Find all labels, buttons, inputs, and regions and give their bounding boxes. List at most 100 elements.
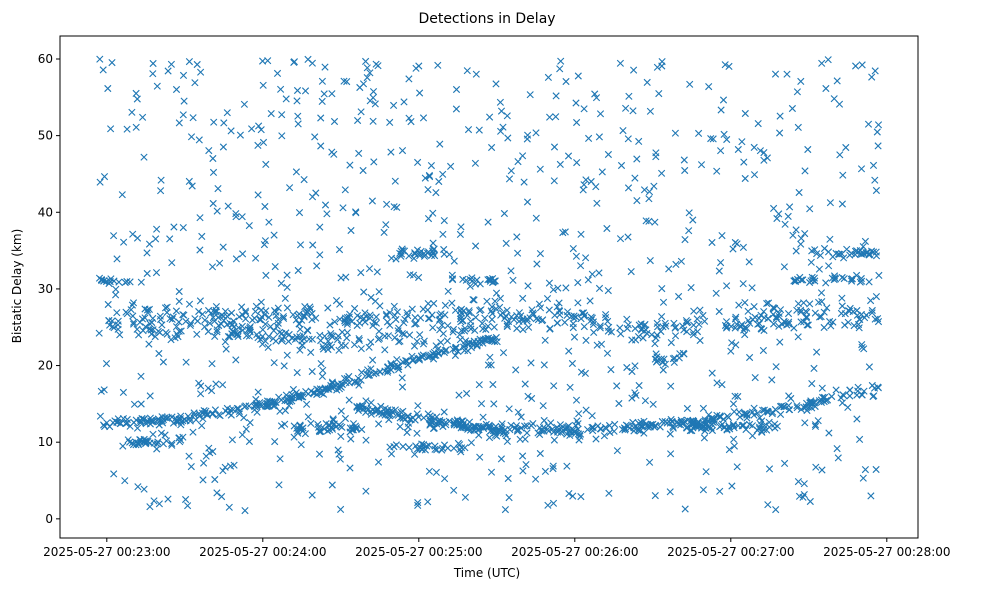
detection-point-track-low-end (611, 420, 619, 428)
detection-point-background-noise (723, 282, 731, 290)
detection-point-background-noise (856, 435, 864, 443)
detection-point-background-noise (490, 400, 498, 408)
detection-point-background-noise (642, 217, 650, 225)
detection-point-band-26 (488, 315, 496, 324)
detection-point-background-noise (232, 356, 240, 364)
detection-point-background-noise (517, 413, 525, 421)
detection-point-background-noise (365, 265, 374, 273)
detection-point-background-noise (427, 162, 435, 170)
detection-point-background-noise (255, 122, 263, 130)
detection-point-background-noise (728, 339, 736, 347)
detection-point-background-noise (278, 132, 286, 140)
detection-point-band-26 (386, 309, 394, 317)
detection-point-background-noise (527, 359, 535, 367)
detection-point-background-noise (758, 417, 766, 425)
detection-point-background-noise (671, 129, 679, 137)
detection-point-band-26 (257, 306, 265, 314)
detection-point-background-noise (624, 135, 632, 143)
detection-point-band-26 (362, 313, 370, 321)
detection-point-background-noise (257, 298, 265, 306)
detection-point-background-noise (756, 147, 764, 155)
detection-point-background-noise (381, 346, 389, 354)
detection-point-segment-10-left (119, 442, 127, 450)
detection-point-track-rising (215, 411, 223, 419)
detection-point-track-low-end (570, 428, 578, 436)
detection-point-background-noise (554, 284, 562, 292)
detection-point-band-26 (424, 315, 433, 323)
detection-point-background-noise (358, 425, 366, 434)
detection-point-background-noise (412, 64, 420, 72)
detection-point-track-rising (470, 337, 478, 345)
detection-point-background-noise (270, 359, 278, 367)
detection-point-background-noise (443, 337, 451, 345)
detection-point-background-noise (666, 430, 674, 438)
detection-point-band-26 (141, 323, 150, 331)
detection-point-band-24 (270, 327, 278, 335)
detection-point-band-26 (528, 306, 536, 314)
detection-point-segment-12-mid (296, 422, 304, 430)
detection-point-background-noise (209, 168, 218, 176)
detection-point-background-noise (375, 288, 383, 296)
detection-point-track-rising (304, 390, 312, 398)
detection-point-track-rising (222, 407, 230, 415)
detection-point-background-noise (617, 161, 626, 170)
detection-point-background-noise (502, 432, 510, 440)
detection-point-background-noise (146, 414, 154, 422)
detection-point-band-26 (113, 309, 121, 317)
detection-point-background-noise (425, 467, 433, 475)
detection-point-band-26 (336, 300, 344, 308)
detection-point-band-26 (616, 324, 624, 332)
detection-point-background-noise (725, 446, 733, 454)
detection-point-background-noise (629, 107, 637, 115)
detection-point-background-noise (764, 501, 772, 509)
detection-point-background-noise (699, 486, 707, 494)
detection-point-background-noise (492, 80, 500, 88)
detection-point-track-rising (158, 417, 166, 425)
detection-point-background-noise (621, 426, 629, 434)
detection-point-background-noise (259, 81, 267, 89)
detection-point-background-noise (472, 70, 480, 78)
detection-point-band-26 (855, 324, 863, 332)
detection-point-background-noise (264, 343, 272, 351)
detection-point-band-26 (823, 304, 831, 312)
detection-point-background-noise (368, 197, 376, 205)
detection-point-background-noise (121, 477, 129, 485)
detection-point-band-26 (871, 315, 879, 323)
detection-point-background-noise (371, 100, 379, 108)
detection-point-background-noise (225, 503, 233, 511)
detection-point-background-noise (212, 380, 220, 388)
detection-point-band-26 (672, 323, 680, 331)
detection-point-track-falling (475, 426, 483, 434)
detection-point-background-noise (603, 349, 612, 357)
detection-point-background-noise (760, 156, 768, 164)
detection-point-background-noise (232, 255, 240, 263)
detection-point-background-noise (514, 158, 522, 166)
detection-point-band-26 (383, 318, 392, 326)
detection-point-background-noise (520, 178, 528, 186)
detection-point-segment-12-mid (317, 427, 325, 436)
detection-point-background-noise (452, 85, 461, 94)
detection-point-background-noise (359, 80, 368, 88)
y-tick-label: 50 (38, 129, 53, 143)
detection-point-background-noise (168, 441, 176, 449)
detection-point-band-26 (679, 322, 687, 330)
detection-point-background-noise (313, 262, 321, 270)
detection-point-background-noise (263, 399, 272, 407)
detection-point-band-26 (201, 323, 209, 331)
detection-point-background-noise (153, 82, 161, 90)
detection-point-background-noise (419, 114, 428, 122)
detection-point-background-noise (259, 138, 268, 146)
detection-point-background-noise (328, 90, 336, 98)
detection-point-background-noise (523, 198, 532, 206)
detection-point-background-noise (834, 454, 842, 462)
detection-point-track-low-end (874, 384, 882, 392)
detection-point-background-noise (699, 404, 707, 412)
x-tick-label: 2025-05-27 00:27:00 (667, 545, 794, 559)
detection-point-background-noise (439, 230, 447, 238)
detection-point-background-noise (586, 297, 594, 305)
detection-point-band-26 (251, 307, 259, 316)
detection-point-background-noise (765, 465, 774, 473)
detection-point-background-noise (633, 155, 641, 163)
detection-point-band-26 (390, 302, 398, 310)
detection-point-segment-12-right (745, 420, 754, 428)
